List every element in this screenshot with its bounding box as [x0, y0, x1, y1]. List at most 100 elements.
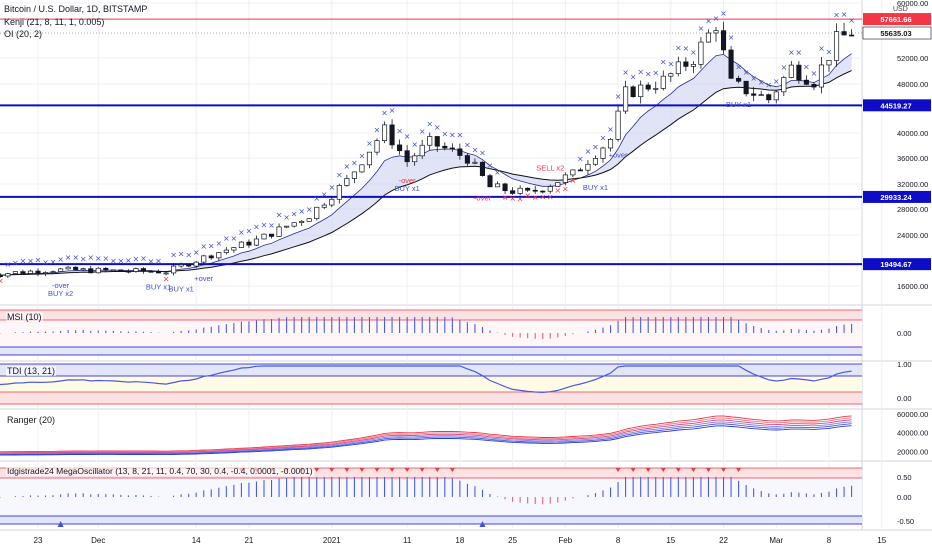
time-axis-label: Dec — [91, 536, 105, 545]
candle — [803, 75, 809, 86]
candle — [720, 21, 727, 55]
time-axis-label: Mar — [769, 536, 783, 545]
candle-body — [427, 136, 433, 146]
stop-marker: × — [637, 68, 644, 77]
candle-body — [532, 189, 538, 192]
tdi-line — [0, 365, 852, 394]
candle — [705, 29, 712, 43]
stop-marker: × — [487, 161, 494, 170]
candle — [253, 235, 260, 246]
candle — [434, 136, 440, 152]
stop-marker: × — [502, 193, 509, 202]
candle-body — [788, 64, 794, 78]
candle — [299, 220, 305, 226]
mega-sell-triangle — [389, 468, 395, 472]
candle — [284, 225, 290, 229]
candle-body — [660, 75, 666, 89]
ranger-axis-label: 20000.00 — [897, 447, 928, 456]
candle — [743, 80, 749, 97]
candle — [329, 195, 335, 208]
candle — [397, 139, 403, 155]
candle-body — [35, 270, 41, 274]
candle-body — [397, 144, 403, 152]
candle-body — [577, 169, 583, 172]
signal-label: BUY x1 — [583, 183, 608, 192]
price-axis-label: 28000.00 — [897, 205, 928, 214]
candle-body — [268, 233, 275, 237]
time-axis-label: Feb — [558, 536, 572, 545]
candle — [796, 61, 802, 84]
candle-body — [833, 31, 840, 61]
msi-axis-label: 0.00 — [897, 329, 912, 338]
candle — [592, 155, 599, 166]
candle — [577, 167, 583, 172]
candle-body — [291, 222, 297, 227]
candle-body — [562, 174, 568, 183]
candle — [555, 182, 561, 187]
candle-body — [811, 83, 817, 88]
stop-marker: × — [72, 253, 79, 262]
stop-marker: × — [80, 255, 87, 264]
last-price-label: 55635.03 — [880, 29, 911, 38]
stop-marker: × — [472, 145, 479, 154]
candle-body — [88, 268, 94, 274]
stop-marker: × — [607, 125, 614, 134]
candle — [118, 269, 124, 272]
msi-pane[interactable] — [0, 309, 862, 356]
stop-marker: × — [683, 44, 690, 53]
stop-marker: × — [170, 250, 177, 259]
mega-sell-triangle — [434, 468, 440, 472]
candle — [276, 223, 282, 238]
ranger-title[interactable]: Ranger (20) — [6, 415, 57, 425]
candle-body — [570, 169, 576, 176]
stop-marker: × — [720, 9, 727, 18]
candle — [163, 270, 169, 276]
time-axis-label: 23 — [34, 536, 43, 545]
candle-body — [766, 94, 772, 101]
candle — [736, 75, 742, 84]
stop-marker: × — [57, 255, 64, 264]
candle-body — [758, 94, 764, 96]
ranger-band-line — [0, 419, 852, 454]
ranger-pane[interactable] — [0, 415, 852, 456]
candle-body — [80, 268, 86, 271]
signal-label: SELL x2 — [536, 164, 564, 173]
mega-sell-triangle — [705, 468, 711, 472]
candle — [171, 263, 177, 276]
candle — [80, 267, 86, 271]
time-axis-label: 8 — [616, 536, 621, 545]
kenji-indicator-label[interactable]: Kenji (21, 8, 11, 1, 0.005) — [4, 17, 105, 27]
oscillator-band — [0, 320, 862, 347]
mega-oscillator-title[interactable]: Idgistrade24 MegaOscillator (13, 8, 21, … — [6, 466, 314, 476]
mega-sell-triangle — [419, 468, 425, 472]
stop-marker: × — [585, 147, 592, 156]
candle-body — [246, 241, 252, 246]
candle — [95, 266, 101, 274]
msi-title[interactable]: MSI (10) — [6, 312, 43, 322]
stop-marker: × — [87, 253, 94, 262]
oi-indicator-label[interactable]: OI (20, 2) — [4, 29, 43, 39]
tdi-pane[interactable] — [0, 363, 862, 405]
stop-marker: × — [622, 68, 629, 77]
candle — [690, 61, 696, 74]
tdi-title[interactable]: TDI (13, 21) — [6, 366, 57, 376]
candle-body — [705, 32, 712, 43]
ranger-axis-label: 40000.00 — [897, 429, 928, 438]
candle — [314, 206, 320, 221]
stop-marker: × — [667, 60, 674, 69]
ema-fast-line — [0, 53, 852, 276]
candle-body — [216, 252, 222, 259]
candle-body — [186, 264, 192, 267]
oscillator-band — [0, 468, 862, 478]
candle-body — [781, 77, 787, 93]
stop-marker: × — [42, 258, 49, 267]
mega-oscillator-pane[interactable] — [0, 467, 862, 527]
price-pane[interactable]: ×× × × × × × × × × × × × × × × × × × × × ××× × × ×× × ×× ×× × × × ×× × ×… — [0, 9, 862, 298]
stop-marker: × — [163, 274, 170, 283]
candle — [479, 161, 486, 177]
candle — [781, 75, 787, 97]
candle — [216, 252, 222, 262]
candle-body — [510, 190, 516, 194]
candle — [5, 272, 11, 279]
